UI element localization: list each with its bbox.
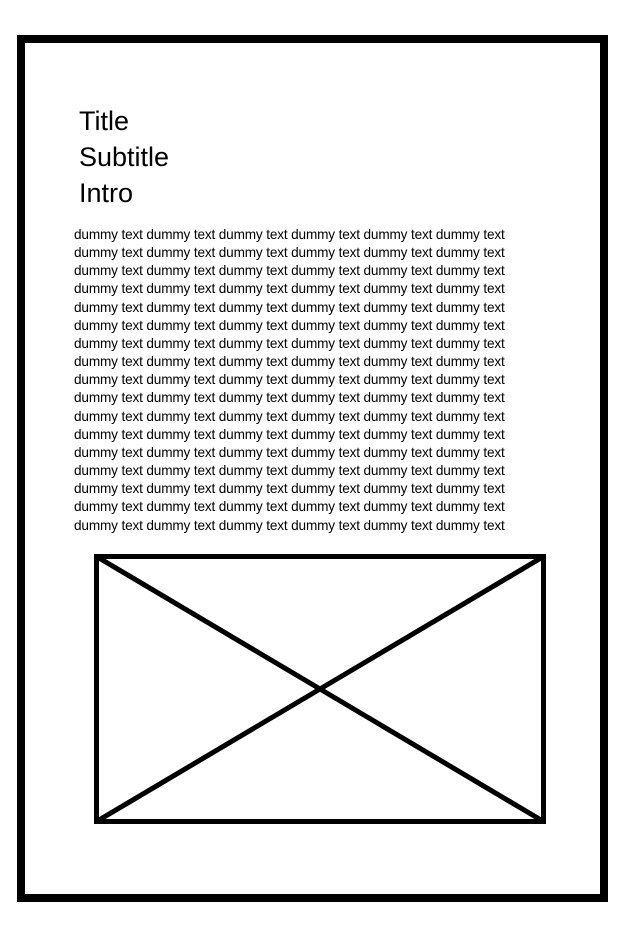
body-line: dummy text dummy text dummy text dummy t…	[74, 317, 505, 333]
body-line: dummy text dummy text dummy text dummy t…	[74, 390, 505, 406]
body-line: dummy text dummy text dummy text dummy t…	[74, 299, 505, 315]
body-line: dummy text dummy text dummy text dummy t…	[74, 281, 505, 297]
heading-block: Title Subtitle Intro	[79, 103, 169, 211]
body-line: dummy text dummy text dummy text dummy t…	[74, 354, 505, 370]
page-intro: Intro	[79, 178, 134, 208]
body-line: dummy text dummy text dummy text dummy t…	[74, 408, 505, 424]
body-line: dummy text dummy text dummy text dummy t…	[74, 426, 505, 442]
page-subtitle: Subtitle	[79, 142, 170, 172]
image-placeholder-icon	[94, 554, 546, 824]
body-line: dummy text dummy text dummy text dummy t…	[74, 227, 505, 242]
body-line: dummy text dummy text dummy text dummy t…	[74, 517, 505, 533]
body-line: dummy text dummy text dummy text dummy t…	[74, 444, 505, 460]
body-line: dummy text dummy text dummy text dummy t…	[74, 463, 505, 479]
body-line: dummy text dummy text dummy text dummy t…	[74, 335, 505, 351]
body-line: dummy text dummy text dummy text dummy t…	[74, 481, 505, 497]
body-line: dummy text dummy text dummy text dummy t…	[74, 499, 505, 515]
body-line: dummy text dummy text dummy text dummy t…	[74, 245, 505, 261]
body-line: dummy text dummy text dummy text dummy t…	[74, 372, 505, 388]
page-title: Title	[79, 106, 130, 136]
body-line: dummy text dummy text dummy text dummy t…	[74, 263, 505, 279]
body-text: dummy text dummy text dummy text dummy t…	[74, 226, 554, 535]
image-placeholder-diagonal-2	[95, 554, 545, 824]
